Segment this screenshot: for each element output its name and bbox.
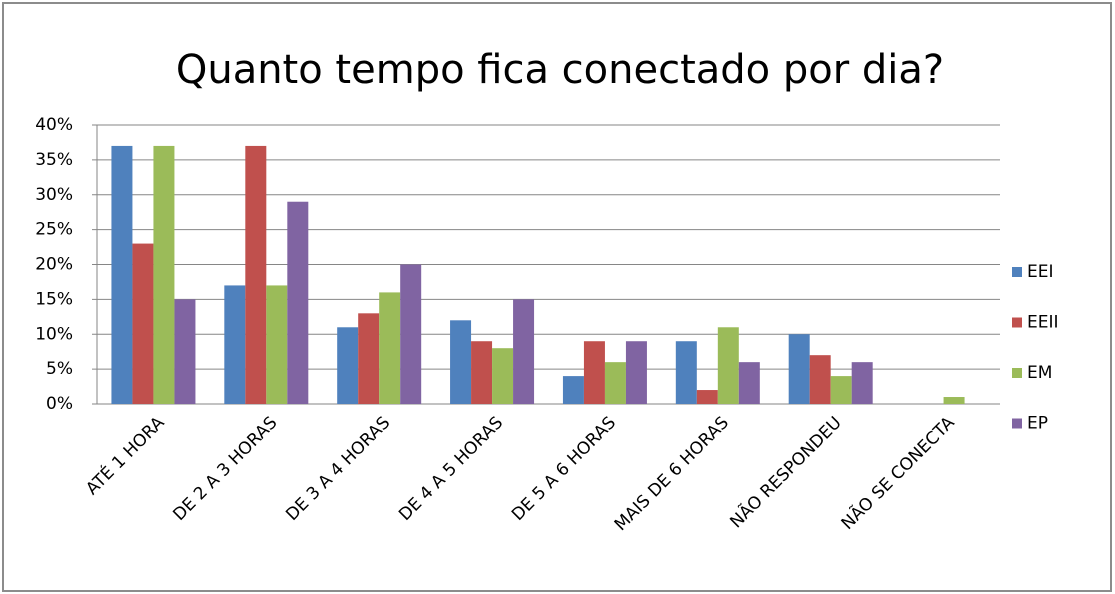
legend-label: EEII bbox=[1027, 313, 1059, 333]
bar bbox=[337, 327, 359, 404]
bar bbox=[111, 145, 133, 405]
legend-swatch bbox=[1012, 418, 1022, 429]
bar bbox=[287, 201, 309, 404]
bar bbox=[153, 145, 175, 405]
bar bbox=[675, 341, 697, 404]
y-tick-label: 15% bbox=[35, 289, 73, 309]
y-tick-label: 10% bbox=[35, 324, 73, 344]
y-tick-label: 40% bbox=[35, 115, 73, 135]
bar bbox=[245, 145, 267, 405]
bar bbox=[358, 313, 380, 404]
bar bbox=[738, 362, 760, 404]
legend-swatch bbox=[1012, 368, 1022, 378]
bar bbox=[471, 341, 493, 404]
bar bbox=[809, 355, 831, 404]
bar bbox=[788, 334, 810, 404]
y-tick-label: 30% bbox=[35, 185, 73, 205]
y-tick-label: 20% bbox=[35, 255, 73, 275]
bar bbox=[513, 299, 535, 404]
y-tick-label: 0% bbox=[46, 394, 73, 414]
bar bbox=[400, 264, 422, 404]
bar bbox=[492, 348, 514, 404]
bar bbox=[450, 320, 472, 404]
bar bbox=[266, 285, 288, 404]
legend-label: EM bbox=[1027, 363, 1052, 383]
bar bbox=[224, 285, 246, 404]
chart-title: Quanto tempo fica conectado por dia? bbox=[176, 47, 944, 93]
bar bbox=[583, 341, 605, 404]
bar bbox=[830, 376, 852, 404]
y-tick-label: 25% bbox=[35, 220, 73, 240]
bar bbox=[851, 362, 873, 404]
bar bbox=[562, 376, 584, 404]
legend-swatch bbox=[1012, 317, 1022, 328]
bar bbox=[625, 341, 647, 404]
bar bbox=[696, 390, 718, 404]
bar bbox=[132, 243, 154, 404]
legend-swatch bbox=[1012, 267, 1022, 277]
legend-label: EEI bbox=[1027, 262, 1054, 282]
y-tick-label: 35% bbox=[35, 150, 73, 170]
bar bbox=[604, 362, 626, 404]
legend-label: EP bbox=[1027, 414, 1048, 434]
bar bbox=[174, 299, 196, 404]
y-tick-label: 5% bbox=[46, 359, 73, 379]
bar bbox=[717, 327, 739, 404]
bar bbox=[943, 397, 965, 404]
bar bbox=[379, 292, 401, 404]
